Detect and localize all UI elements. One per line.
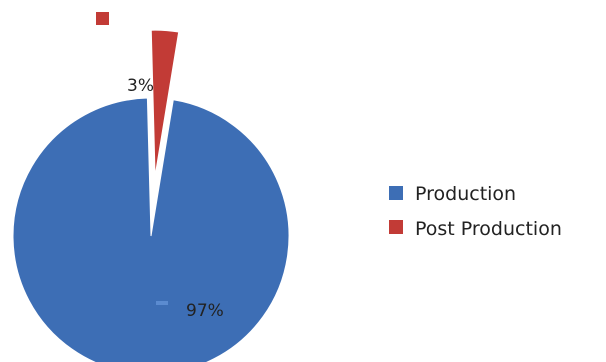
data-label-production: 97% <box>186 301 224 321</box>
pie-slice-production <box>12 97 290 362</box>
pie-data-labels: 97% 3% <box>127 76 224 321</box>
pie-slice-post-production <box>150 29 180 177</box>
legend-swatch-post-production <box>389 220 403 234</box>
stray-legend-marker <box>96 12 109 25</box>
legend-label-production: Production <box>415 183 516 205</box>
legend-label-post-production: Post Production <box>415 218 562 240</box>
legend: Production Post Production <box>389 183 562 240</box>
legend-swatch-production <box>389 186 403 200</box>
label-leader-mark <box>156 301 168 305</box>
pie-slices <box>12 29 290 362</box>
data-label-post-production: 3% <box>127 76 154 96</box>
